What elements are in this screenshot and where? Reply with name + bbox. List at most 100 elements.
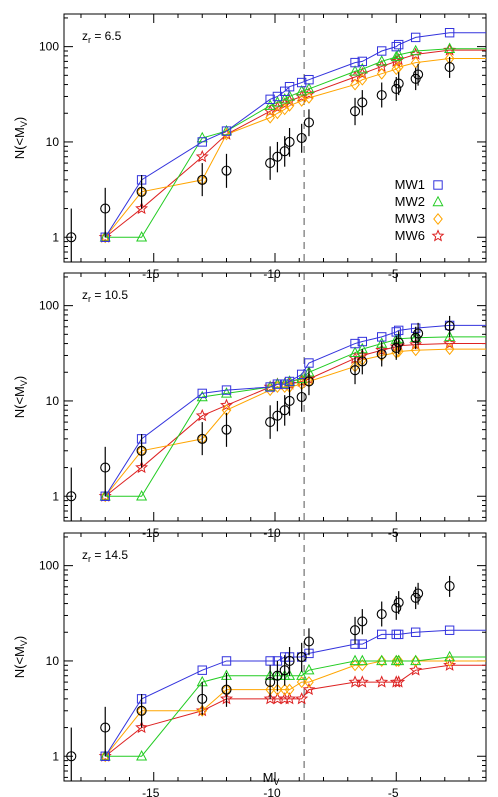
- series-line-mw6: [104, 343, 486, 497]
- point-mw1: [265, 382, 275, 392]
- observed-point: [376, 609, 387, 620]
- observed-point: [357, 616, 368, 627]
- observed-point: [197, 693, 208, 704]
- point-mw2: [220, 387, 233, 398]
- legend-marker-mw3: [433, 213, 443, 225]
- observed-point: [413, 328, 424, 339]
- point-mw3: [376, 654, 387, 667]
- observed-point: [265, 158, 276, 169]
- point-mw3: [304, 676, 314, 689]
- observed-point: [265, 677, 276, 688]
- point-mw1: [377, 46, 387, 56]
- point-mw1: [350, 57, 360, 68]
- observed-point: [391, 342, 402, 353]
- x-axis-label: MV: [263, 770, 280, 787]
- observed-point: [265, 417, 276, 428]
- point-mw6: [135, 720, 149, 734]
- observed-point: [272, 151, 283, 162]
- point-mw1: [265, 656, 275, 666]
- series-line-mw1: [104, 324, 486, 497]
- point-mw1: [272, 91, 283, 102]
- point-mw3: [197, 704, 208, 717]
- y-tick-label: 1: [52, 749, 59, 763]
- y-tick-label: 10: [46, 654, 60, 668]
- point-mw2: [136, 749, 148, 761]
- point-mw2: [444, 650, 456, 662]
- point-mw2: [393, 48, 405, 60]
- observed-point: [272, 670, 283, 681]
- observed-point: [197, 433, 208, 444]
- observed-point: [349, 365, 361, 376]
- point-mw3: [296, 676, 307, 689]
- point-mw2: [264, 99, 276, 110]
- point-mw2: [390, 50, 402, 62]
- point-mw2: [303, 663, 315, 675]
- y-tick-label: 1: [52, 230, 59, 244]
- point-mw1: [265, 94, 275, 105]
- point-mw1: [391, 41, 401, 52]
- point-mw1: [304, 358, 314, 368]
- point-mw3: [444, 654, 455, 667]
- legend-label-mw1: MW1: [395, 177, 425, 192]
- point-mw3: [296, 94, 307, 107]
- point-mw3: [410, 344, 421, 357]
- point-mw1: [296, 369, 307, 380]
- point-mw6: [283, 692, 297, 705]
- observed-point: [303, 636, 315, 647]
- point-mw3: [100, 231, 111, 244]
- observed-point: [221, 165, 232, 176]
- observed-point: [413, 69, 424, 80]
- plot-frame: [63, 272, 487, 522]
- observed-point: [100, 722, 111, 733]
- panel-1: -15 -10 -5 1 10 100 N(<MV) zr = 6.5: [12, 13, 487, 281]
- legend-label-mw6: MW6: [395, 228, 425, 243]
- observed-point: [444, 321, 455, 332]
- point-mw1: [221, 385, 232, 395]
- point-mw2: [444, 330, 456, 342]
- point-mw1: [197, 137, 207, 147]
- series-line-mw3: [104, 58, 486, 238]
- point-mw6: [135, 460, 149, 474]
- point-mw6: [302, 682, 316, 696]
- point-mw1: [393, 39, 404, 50]
- legend-label-mw3: MW3: [395, 211, 425, 226]
- point-mw2: [444, 42, 456, 53]
- x-tick-label: -10: [263, 786, 281, 797]
- panel-redshift-label: zr = 14.5: [82, 548, 128, 564]
- observed-point: [444, 62, 455, 73]
- point-mw3: [272, 683, 283, 696]
- observed-point: [391, 602, 402, 613]
- y-tick-label: 10: [46, 394, 60, 408]
- point-mw1: [221, 656, 232, 666]
- point-mw1: [357, 336, 368, 347]
- observed-point: [413, 588, 424, 599]
- series-line-mw1: [104, 629, 486, 757]
- point-mw3: [279, 683, 290, 696]
- point-mw3: [410, 654, 421, 667]
- series-line-mw6: [104, 49, 486, 238]
- point-mw2: [296, 85, 308, 96]
- point-mw1: [410, 32, 421, 43]
- observed-point: [66, 751, 77, 762]
- observed-point: [393, 337, 404, 348]
- observed-point: [221, 684, 232, 695]
- point-mw1: [284, 376, 295, 387]
- point-mw6: [443, 336, 457, 350]
- point-mw3: [100, 750, 111, 763]
- point-mw3: [265, 111, 275, 124]
- point-mw2: [349, 65, 361, 76]
- y-tick-label: 100: [39, 559, 59, 573]
- point-mw2: [271, 377, 283, 389]
- point-mw1: [377, 332, 387, 342]
- observed-point: [100, 203, 111, 214]
- x-tick-label: -5: [388, 267, 399, 281]
- observed-point: [393, 597, 404, 608]
- point-mw3: [284, 99, 295, 112]
- observed-point: [100, 462, 111, 473]
- point-mw2: [284, 375, 296, 386]
- legend: MW1 MW2 MW3 MW6: [395, 177, 445, 243]
- y-tick-label: 10: [46, 135, 60, 149]
- point-mw3: [391, 63, 402, 76]
